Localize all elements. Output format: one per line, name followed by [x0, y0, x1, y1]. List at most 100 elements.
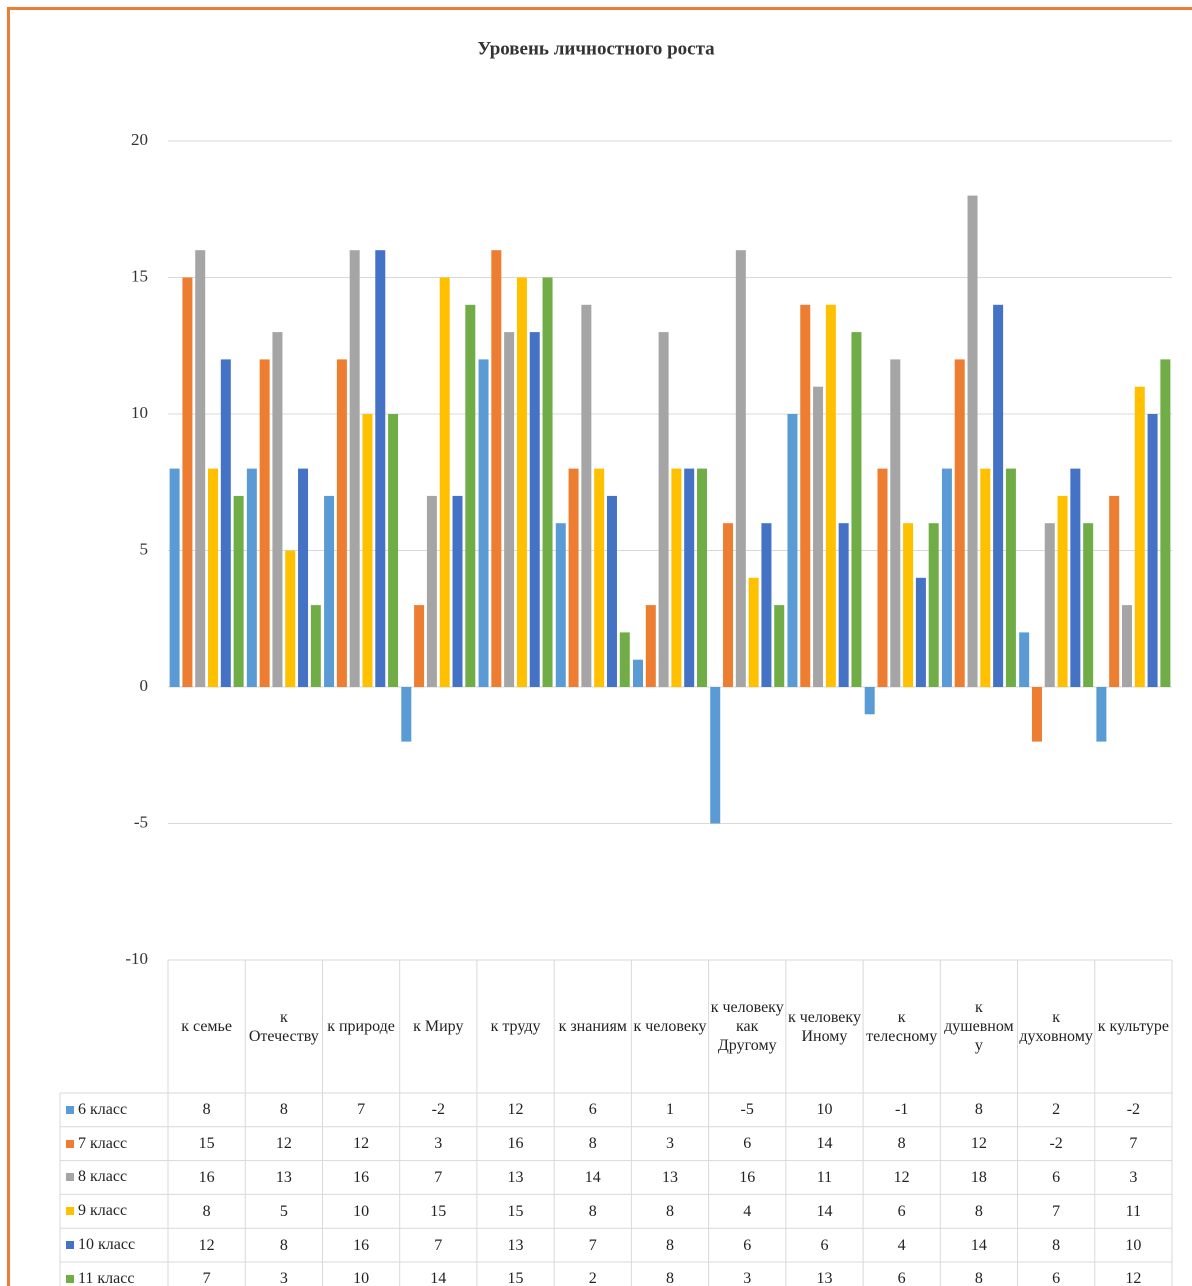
x-tick-label: к Отечеству: [248, 1008, 319, 1045]
table-value: 14: [816, 1202, 833, 1220]
bar: [1134, 386, 1145, 687]
table-value: 4: [897, 1236, 906, 1254]
table-value: 8: [665, 1270, 674, 1286]
bar: [761, 523, 772, 687]
legend-item: 8 класс: [66, 1161, 127, 1195]
legend-swatch: [66, 1139, 74, 1148]
table-value: 7: [202, 1270, 211, 1286]
y-tick-label: -10: [125, 949, 148, 968]
table-value: 13: [816, 1270, 833, 1286]
table-value: -2: [431, 1101, 445, 1119]
table-value: 13: [275, 1168, 292, 1186]
bar: [1005, 468, 1016, 687]
table-value: 2: [1052, 1101, 1061, 1119]
table-value: 14: [584, 1168, 601, 1186]
bar: [606, 495, 617, 687]
table-value: 6: [1052, 1168, 1061, 1186]
bar: [516, 277, 527, 687]
table-value: 10: [353, 1202, 370, 1220]
legend-item: 11 класс: [66, 1262, 134, 1286]
table-value: 7: [434, 1168, 443, 1186]
bar: [890, 359, 901, 687]
table-value: 18: [970, 1168, 987, 1186]
bar: [774, 605, 785, 687]
bar: [375, 250, 386, 687]
table-value: 11: [1125, 1202, 1142, 1220]
bar: [941, 468, 952, 687]
bar: [723, 523, 734, 687]
table-value: 8: [665, 1236, 674, 1254]
x-tick-label: к Миру: [413, 1018, 464, 1035]
y-tick-label: 0: [140, 676, 149, 695]
table-value: 7: [1129, 1135, 1138, 1153]
table-value: 8: [202, 1202, 211, 1220]
bar: [980, 468, 991, 687]
table-value: 16: [198, 1168, 215, 1186]
bar: [426, 495, 437, 687]
table-value: 8: [279, 1101, 288, 1119]
table-value: 12: [1125, 1270, 1142, 1286]
table-value: 6: [897, 1202, 906, 1220]
bar: [825, 304, 836, 687]
table-value: 12: [275, 1135, 292, 1153]
bar: [1096, 687, 1107, 742]
table-value: 13: [507, 1236, 524, 1254]
bar: [633, 659, 643, 687]
table-value: 15: [430, 1202, 447, 1220]
bar: [581, 304, 592, 687]
bar: [684, 468, 695, 687]
x-tick-label: к душевному: [944, 999, 1014, 1054]
bar: [465, 304, 476, 687]
legend-item: 9 класс: [66, 1194, 127, 1228]
bar: [169, 468, 180, 687]
bar: [349, 250, 360, 687]
x-tick-label: к телесному: [866, 1008, 938, 1045]
table-value: 15: [198, 1135, 215, 1153]
legend-swatch: [66, 1173, 74, 1182]
table-value: 8: [897, 1135, 906, 1153]
bar: [1057, 495, 1068, 687]
table-value: 6: [743, 1236, 752, 1254]
bar: [336, 359, 347, 687]
table-value: 7: [434, 1236, 443, 1254]
bar: [710, 687, 721, 824]
bar: [362, 414, 373, 687]
table-value: 6: [897, 1270, 906, 1286]
bar: [851, 332, 862, 687]
y-tick-label: 10: [131, 403, 148, 422]
table-value: -2: [1126, 1101, 1141, 1119]
table-value: 6: [743, 1135, 752, 1153]
table-value: 16: [353, 1168, 370, 1186]
x-tick-label: к человеку как Другому: [710, 999, 784, 1054]
legend-item: 10 класс: [66, 1228, 135, 1262]
x-tick-label: к семье: [181, 1018, 232, 1035]
bar: [246, 468, 257, 687]
y-tick-label: 5: [140, 539, 149, 558]
bar: [697, 468, 707, 687]
table-value: 13: [661, 1168, 678, 1186]
bar: [220, 359, 231, 687]
table-value: 12: [198, 1236, 215, 1254]
table-value: -5: [740, 1101, 754, 1119]
table-value: 16: [739, 1168, 756, 1186]
table-value: 11: [816, 1168, 833, 1186]
table-value: 7: [588, 1236, 597, 1254]
legend-item: 6 класс: [66, 1093, 127, 1127]
x-tick-label: к человеку: [633, 1018, 707, 1035]
x-tick-label: к труду: [490, 1018, 541, 1035]
bar: [568, 468, 579, 687]
bar: [1083, 523, 1094, 687]
bar: [993, 304, 1004, 687]
bar: [1160, 359, 1171, 687]
table-value: 7: [1052, 1202, 1061, 1220]
bar: [388, 414, 399, 687]
table-value: 10: [1125, 1236, 1142, 1254]
legend-label: 7 класс: [78, 1134, 128, 1152]
table-value: 8: [588, 1135, 597, 1153]
bar: [658, 332, 669, 687]
frame: [7, 7, 1192, 1286]
table-value: 15: [507, 1202, 524, 1220]
table-value: 12: [970, 1135, 987, 1153]
bar: [903, 523, 914, 687]
